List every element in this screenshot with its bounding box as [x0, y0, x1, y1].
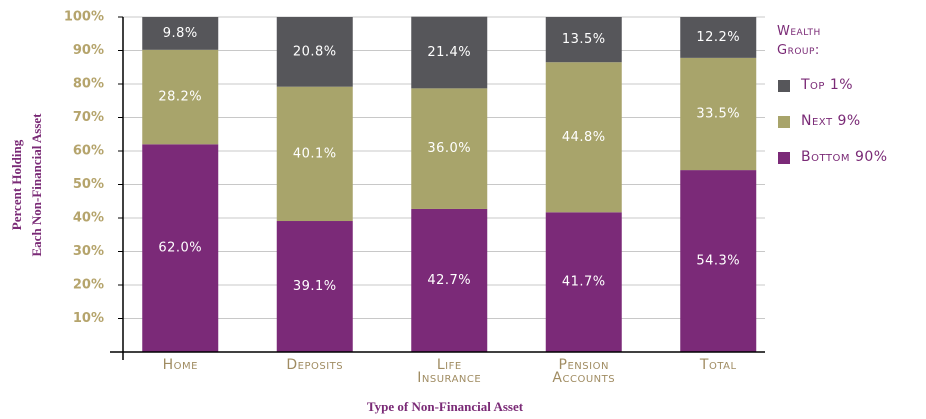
- bar-segment: [276, 86, 353, 222]
- data-label: 54.3%: [696, 254, 740, 269]
- y-tick-label: 100%: [64, 10, 104, 25]
- data-label: 44.8%: [562, 130, 606, 145]
- data-label: 12.2%: [696, 30, 740, 45]
- legend-swatch: [778, 116, 790, 128]
- data-label: 41.7%: [562, 275, 606, 290]
- legend-label: Bottom 90%: [801, 149, 888, 165]
- data-label: 36.0%: [427, 141, 471, 156]
- bar-segment: [545, 17, 622, 63]
- bar-segment: [142, 17, 219, 50]
- legend-label: Next 9%: [801, 113, 861, 129]
- bar-segment: [276, 221, 353, 352]
- data-label: 21.4%: [427, 45, 471, 60]
- data-label: 62.0%: [158, 241, 202, 256]
- data-label: 39.1%: [293, 279, 337, 294]
- x-tick-label: Life Insurance: [417, 357, 482, 386]
- x-tick-label: Pension Accounts: [552, 357, 616, 386]
- x-tick-label: Home: [162, 357, 198, 373]
- y-axis-label: Percent Holding: [9, 139, 24, 230]
- y-axis-label: Each Non-Financial Asset: [29, 113, 44, 257]
- bar-segment: [680, 57, 757, 171]
- y-tick-label: 30%: [73, 244, 104, 259]
- bar-segment: [411, 208, 488, 352]
- x-tick-label: Total: [699, 357, 737, 373]
- bar-segment: [680, 170, 757, 352]
- bar-segment: [142, 49, 219, 145]
- data-label: 28.2%: [158, 90, 202, 105]
- bar-segment: [142, 144, 219, 352]
- data-label: 42.7%: [427, 273, 471, 288]
- data-label: 13.5%: [562, 32, 606, 47]
- data-label: 33.5%: [696, 106, 740, 121]
- x-axis-label: Type of Non-Financial Asset: [367, 399, 524, 414]
- bar-segment: [545, 62, 622, 213]
- bar-segment: [411, 16, 488, 89]
- y-tick-label: 20%: [73, 278, 104, 293]
- legend-title: Wealth Group:: [777, 24, 821, 58]
- y-tick-label: 70%: [73, 110, 104, 125]
- data-label: 40.1%: [293, 146, 337, 161]
- y-tick-label: 40%: [73, 211, 104, 226]
- y-tick-label: 90%: [73, 43, 104, 58]
- legend-label: Top 1%: [801, 77, 854, 93]
- bar-segment: [545, 212, 622, 352]
- data-label: 20.8%: [293, 44, 337, 59]
- y-tick-label: 60%: [73, 144, 104, 159]
- legend-swatch: [778, 80, 790, 92]
- legend-swatch: [778, 152, 790, 164]
- bar-segment: [276, 17, 353, 87]
- x-tick-label: Deposits: [286, 357, 344, 373]
- y-tick-label: 50%: [73, 177, 104, 192]
- data-label: 9.8%: [163, 26, 198, 41]
- y-tick-label: 80%: [73, 77, 104, 92]
- bar-segment: [680, 17, 757, 58]
- y-tick-label: 10%: [73, 311, 104, 326]
- bar-segment: [411, 88, 488, 209]
